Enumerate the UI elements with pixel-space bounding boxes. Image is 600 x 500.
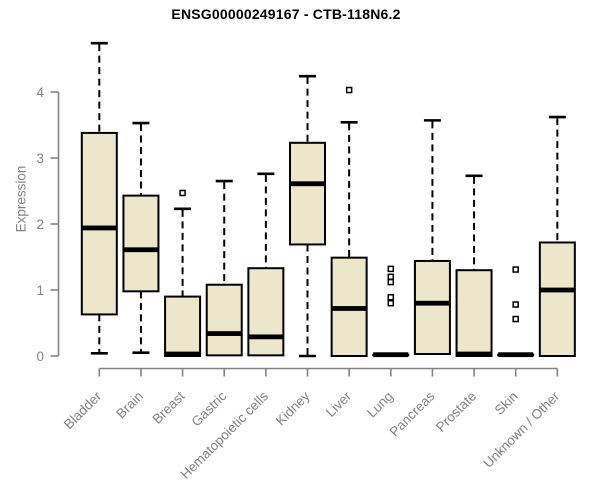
y-tick-label: 2: [36, 217, 44, 232]
median-hematopoietic-cells: [248, 334, 284, 340]
outlier-skin: [512, 266, 519, 273]
chart-title: ENSG00000249167 - CTB-118N6.2: [171, 6, 401, 22]
y-tick-label: 1: [36, 283, 44, 298]
box-bladder: [80, 131, 118, 316]
box-prostate: [455, 269, 493, 358]
y-tick-label: 4: [36, 85, 44, 100]
x-category-label: Bladder: [61, 388, 105, 432]
box-hematopoietic-cells: [247, 267, 285, 357]
median-skin: [498, 352, 534, 358]
median-liver: [331, 306, 367, 311]
x-category-label: Pancreas: [387, 388, 438, 439]
median-prostate: [456, 351, 492, 357]
box-pancreas: [413, 259, 451, 356]
y-tick-label: 3: [36, 151, 44, 166]
outlier-lung: [387, 273, 395, 281]
median-lung: [373, 352, 409, 358]
outlier-skin: [512, 315, 519, 323]
outlier-liver: [345, 86, 353, 94]
x-category-label: Lung: [364, 389, 396, 421]
x-category-label: Skin: [492, 389, 521, 418]
median-breast: [165, 351, 201, 357]
outlier-lung: [387, 294, 395, 301]
box-breast: [164, 295, 202, 358]
x-category-label: Brain: [113, 389, 146, 422]
median-pancreas: [414, 300, 450, 306]
box-kidney: [289, 141, 326, 246]
x-category-label: Prostate: [433, 389, 479, 435]
x-category-label: Kidney: [273, 388, 313, 428]
median-unknown-other: [539, 287, 575, 293]
y-tick-label: 0: [36, 349, 44, 364]
x-category-label: Breast: [149, 388, 187, 426]
box-gastric: [205, 283, 243, 357]
x-category-label: Gastric: [188, 388, 229, 429]
outlier-lung: [387, 299, 395, 307]
x-category-label: Unknown / Other: [480, 388, 563, 471]
median-brain: [123, 247, 159, 253]
box-brain: [122, 194, 160, 293]
outlier-lung: [387, 265, 395, 273]
outlier-lung: [387, 278, 395, 286]
box-unknown-other: [538, 241, 576, 357]
median-kidney: [290, 181, 325, 187]
outlier-breast: [179, 189, 186, 197]
median-bladder: [81, 225, 117, 231]
median-gastric: [206, 331, 242, 336]
outlier-skin: [512, 301, 519, 308]
x-category-label: Liver: [323, 388, 355, 420]
